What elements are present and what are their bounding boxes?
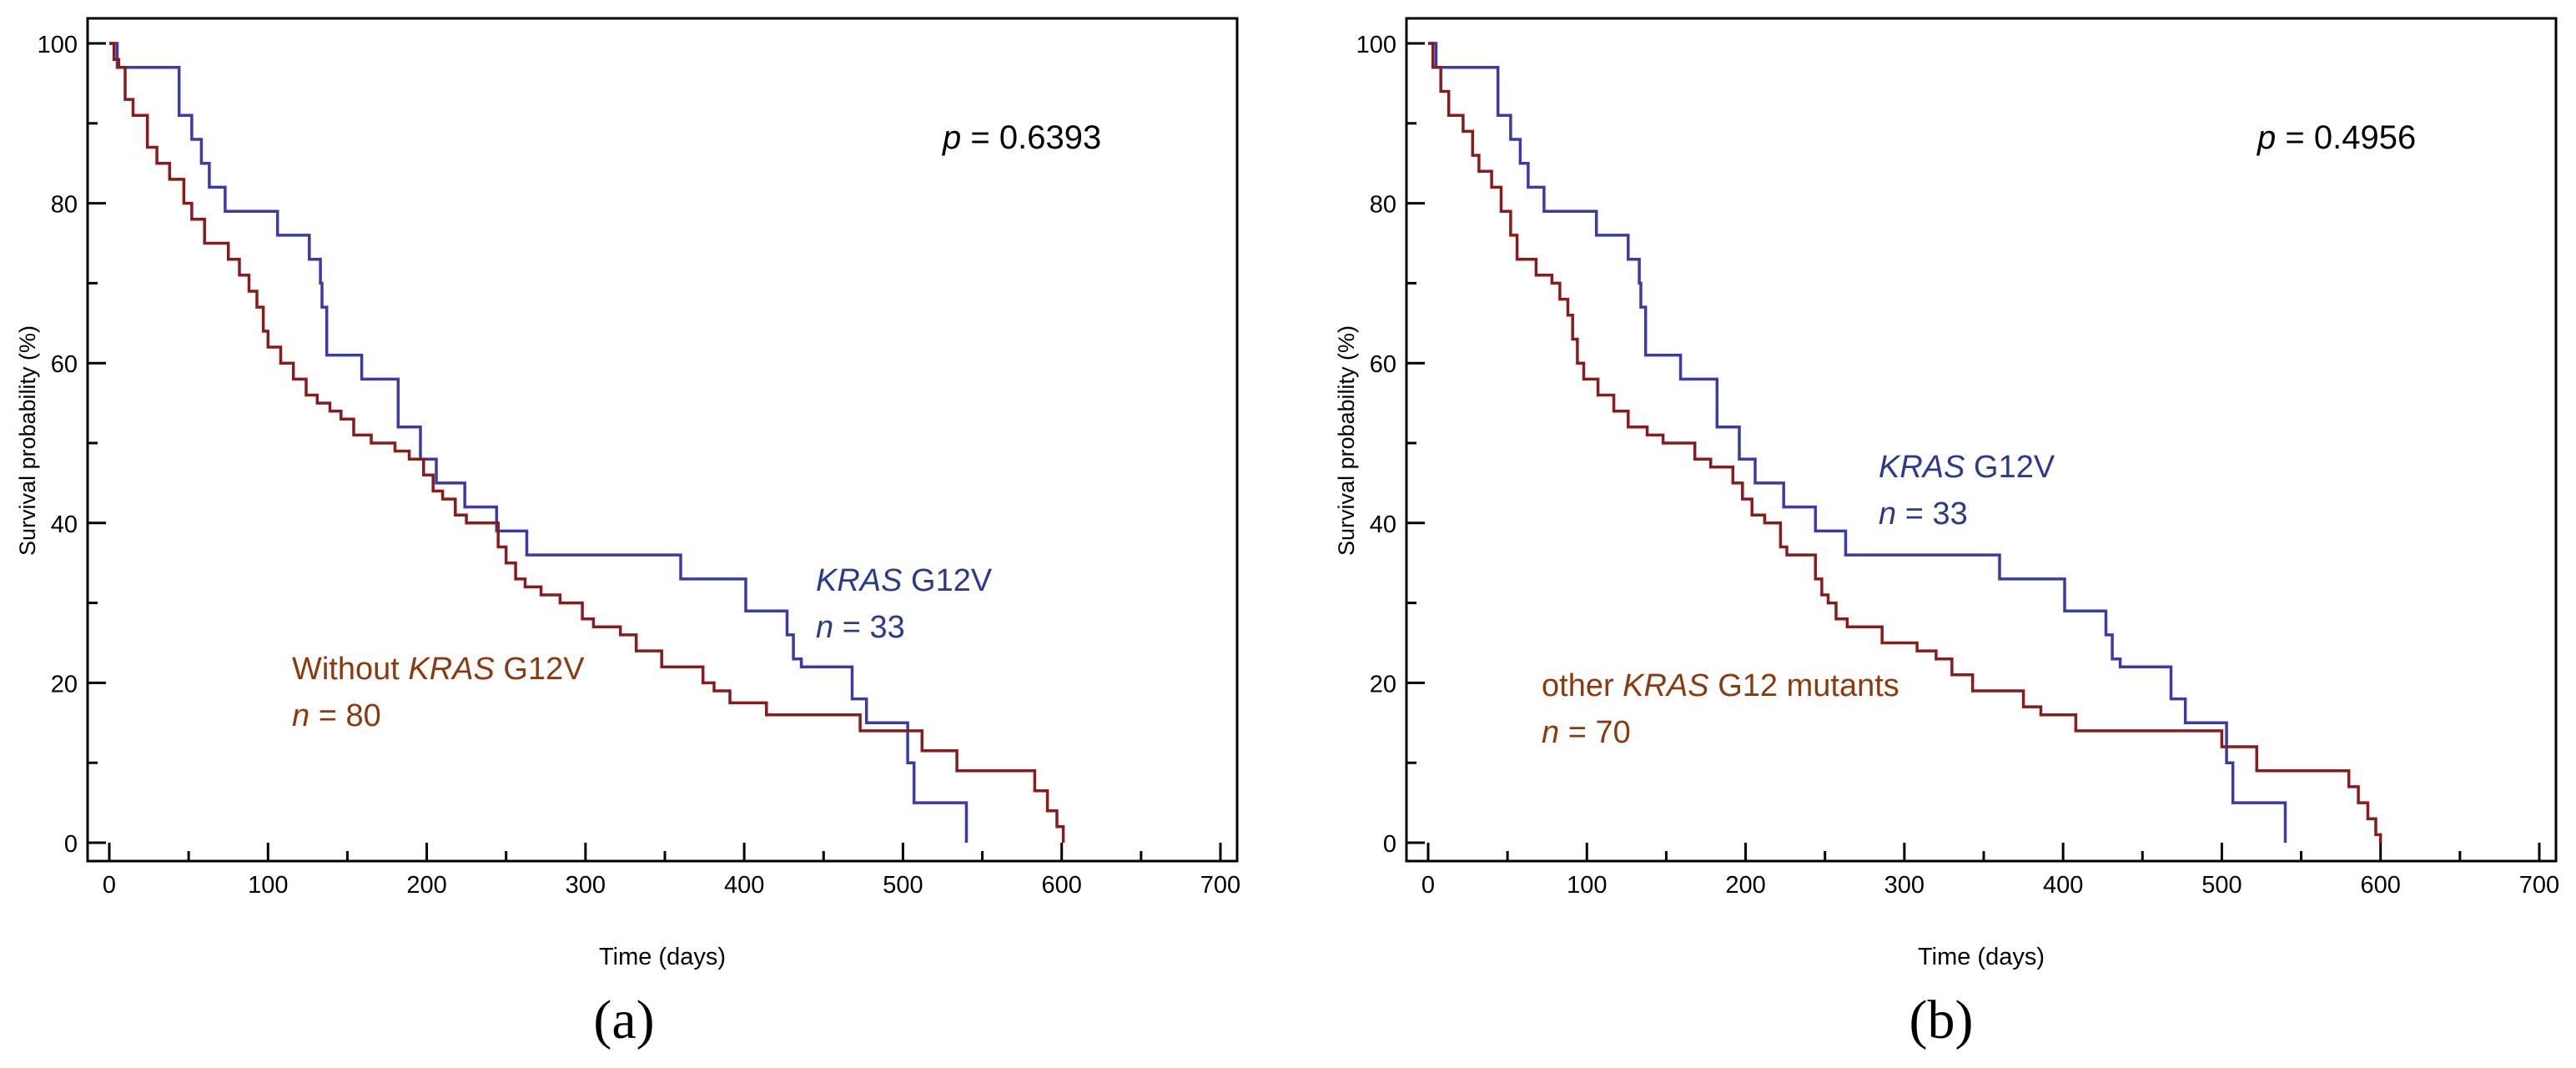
- legend-prefix-text: other: [1542, 668, 1623, 703]
- y-tick-label: 0: [1383, 831, 1396, 858]
- x-tick-label: 100: [248, 872, 288, 899]
- legend-n-value: = 70: [1568, 715, 1631, 750]
- y-axis-label: Survival probability (%): [1334, 325, 1359, 556]
- p-value-text: = 0.4956: [2285, 119, 2416, 156]
- kras-g12v-curve: [109, 42, 969, 843]
- legend-gene-italic: KRAS: [408, 652, 494, 687]
- legend-n-symbol: n: [816, 610, 833, 645]
- survival-curves: [109, 42, 1065, 843]
- panel-label-b: (b): [1909, 990, 1974, 1050]
- legend-n-value: = 80: [319, 698, 381, 733]
- x-tick-label: 500: [2201, 872, 2241, 899]
- comparison-curve: [1428, 42, 2382, 843]
- svg-text:n = 33: n = 33: [1879, 496, 1968, 531]
- svg-text:other KRAS G12 mutants: other KRAS G12 mutants: [1542, 668, 1899, 703]
- legend-mutation-text: G12V: [1965, 450, 2055, 485]
- x-tick-label: 400: [2043, 872, 2083, 899]
- p-value-text: = 0.6393: [970, 119, 1101, 156]
- y-axis-ticks: 0 20 40 60 80 100: [38, 32, 106, 858]
- svg-text:Without KRAS G12V: Without KRAS G12V: [292, 652, 585, 687]
- p-symbol: p: [942, 119, 961, 156]
- x-tick-label: 700: [1200, 872, 1240, 899]
- x-tick-label: 0: [103, 872, 116, 899]
- y-tick-label: 100: [1356, 32, 1396, 58]
- svg-text:KRAS G12V: KRAS G12V: [816, 563, 993, 598]
- svg-text:KRAS G12V: KRAS G12V: [1879, 450, 2055, 485]
- y-axis-ticks: 0 20 40 60 80 100: [1356, 32, 1425, 858]
- p-value-annotation: p = 0.6393: [942, 119, 1101, 156]
- legend-gene-italic: KRAS: [1879, 450, 1965, 485]
- x-tick-label: 500: [883, 872, 923, 899]
- x-tick-label: 600: [2361, 872, 2401, 899]
- legend-mutation-text: G12 mutants: [1709, 668, 1899, 703]
- x-axis-ticks: 0 100 200 300 400 500 600 700: [1421, 843, 2559, 899]
- y-tick-label: 20: [1370, 671, 1396, 698]
- x-tick-label: 100: [1567, 872, 1607, 899]
- x-tick-label: 400: [724, 872, 764, 899]
- comparison-curve: [109, 42, 1065, 843]
- kras-g12v-curve: [1428, 42, 2287, 843]
- panel-b: 0 20 40 60 80 100 0 100 200 300 400 500 600 700 Surv…: [1334, 17, 2559, 1050]
- y-tick-label: 80: [1370, 192, 1396, 219]
- p-symbol: p: [2257, 119, 2276, 156]
- legend-n-symbol: n: [292, 698, 309, 733]
- x-tick-label: 700: [2519, 872, 2559, 899]
- y-tick-label: 0: [64, 831, 78, 858]
- panel-label-a: (a): [593, 990, 654, 1050]
- y-tick-label: 40: [1370, 511, 1396, 538]
- legend-without-kras-g12v: Without KRAS G12V n = 80: [292, 652, 585, 733]
- x-tick-label: 200: [1725, 872, 1765, 899]
- legend-n-symbol: n: [1879, 496, 1896, 531]
- x-axis-ticks: 0 100 200 300 400 500 600 700: [103, 843, 1240, 899]
- x-tick-label: 300: [566, 872, 606, 899]
- x-tick-label: 600: [1042, 872, 1082, 899]
- panel-a: 0 20 40 60 80 100 0 100 200 300 400 500 600 700 Surv…: [15, 17, 1240, 1050]
- y-tick-label: 60: [51, 351, 78, 378]
- x-tick-label: 0: [1421, 872, 1435, 899]
- x-tick-label: 300: [1884, 872, 1924, 899]
- y-tick-label: 40: [51, 511, 78, 538]
- plot-frame: [86, 17, 1239, 863]
- legend-kras-g12v: KRAS G12V n = 33: [1879, 450, 2055, 531]
- legend-mutation-text: G12V: [902, 563, 992, 598]
- p-value-annotation: p = 0.4956: [2257, 119, 2416, 156]
- svg-text:n = 80: n = 80: [292, 698, 381, 733]
- legend-gene-italic: KRAS: [1623, 668, 1708, 703]
- y-axis-label: Survival probability (%): [15, 325, 40, 556]
- x-axis-label: Time (days): [1918, 944, 2045, 970]
- y-tick-label: 100: [38, 32, 78, 58]
- survival-curves: [1428, 42, 2382, 843]
- svg-text:n = 70: n = 70: [1542, 715, 1631, 750]
- legend-n-value: = 33: [843, 610, 905, 645]
- y-tick-label: 20: [51, 671, 78, 698]
- legend-n-value: = 33: [1905, 496, 1968, 531]
- plot-frame: [1405, 17, 2558, 863]
- svg-text:n = 33: n = 33: [816, 610, 905, 645]
- legend-gene-italic: KRAS: [816, 563, 902, 598]
- legend-n-symbol: n: [1542, 715, 1559, 750]
- x-axis-label: Time (days): [599, 944, 726, 970]
- legend-prefix-text: Without: [292, 652, 408, 687]
- legend-kras-g12v: KRAS G12V n = 33: [816, 563, 993, 645]
- legend-other-kras-g12-mutants: other KRAS G12 mutants n = 70: [1542, 668, 1899, 750]
- legend-mutation-text: G12V: [495, 652, 585, 687]
- y-tick-label: 60: [1370, 351, 1396, 378]
- x-tick-label: 200: [406, 872, 446, 899]
- y-tick-label: 80: [51, 192, 78, 219]
